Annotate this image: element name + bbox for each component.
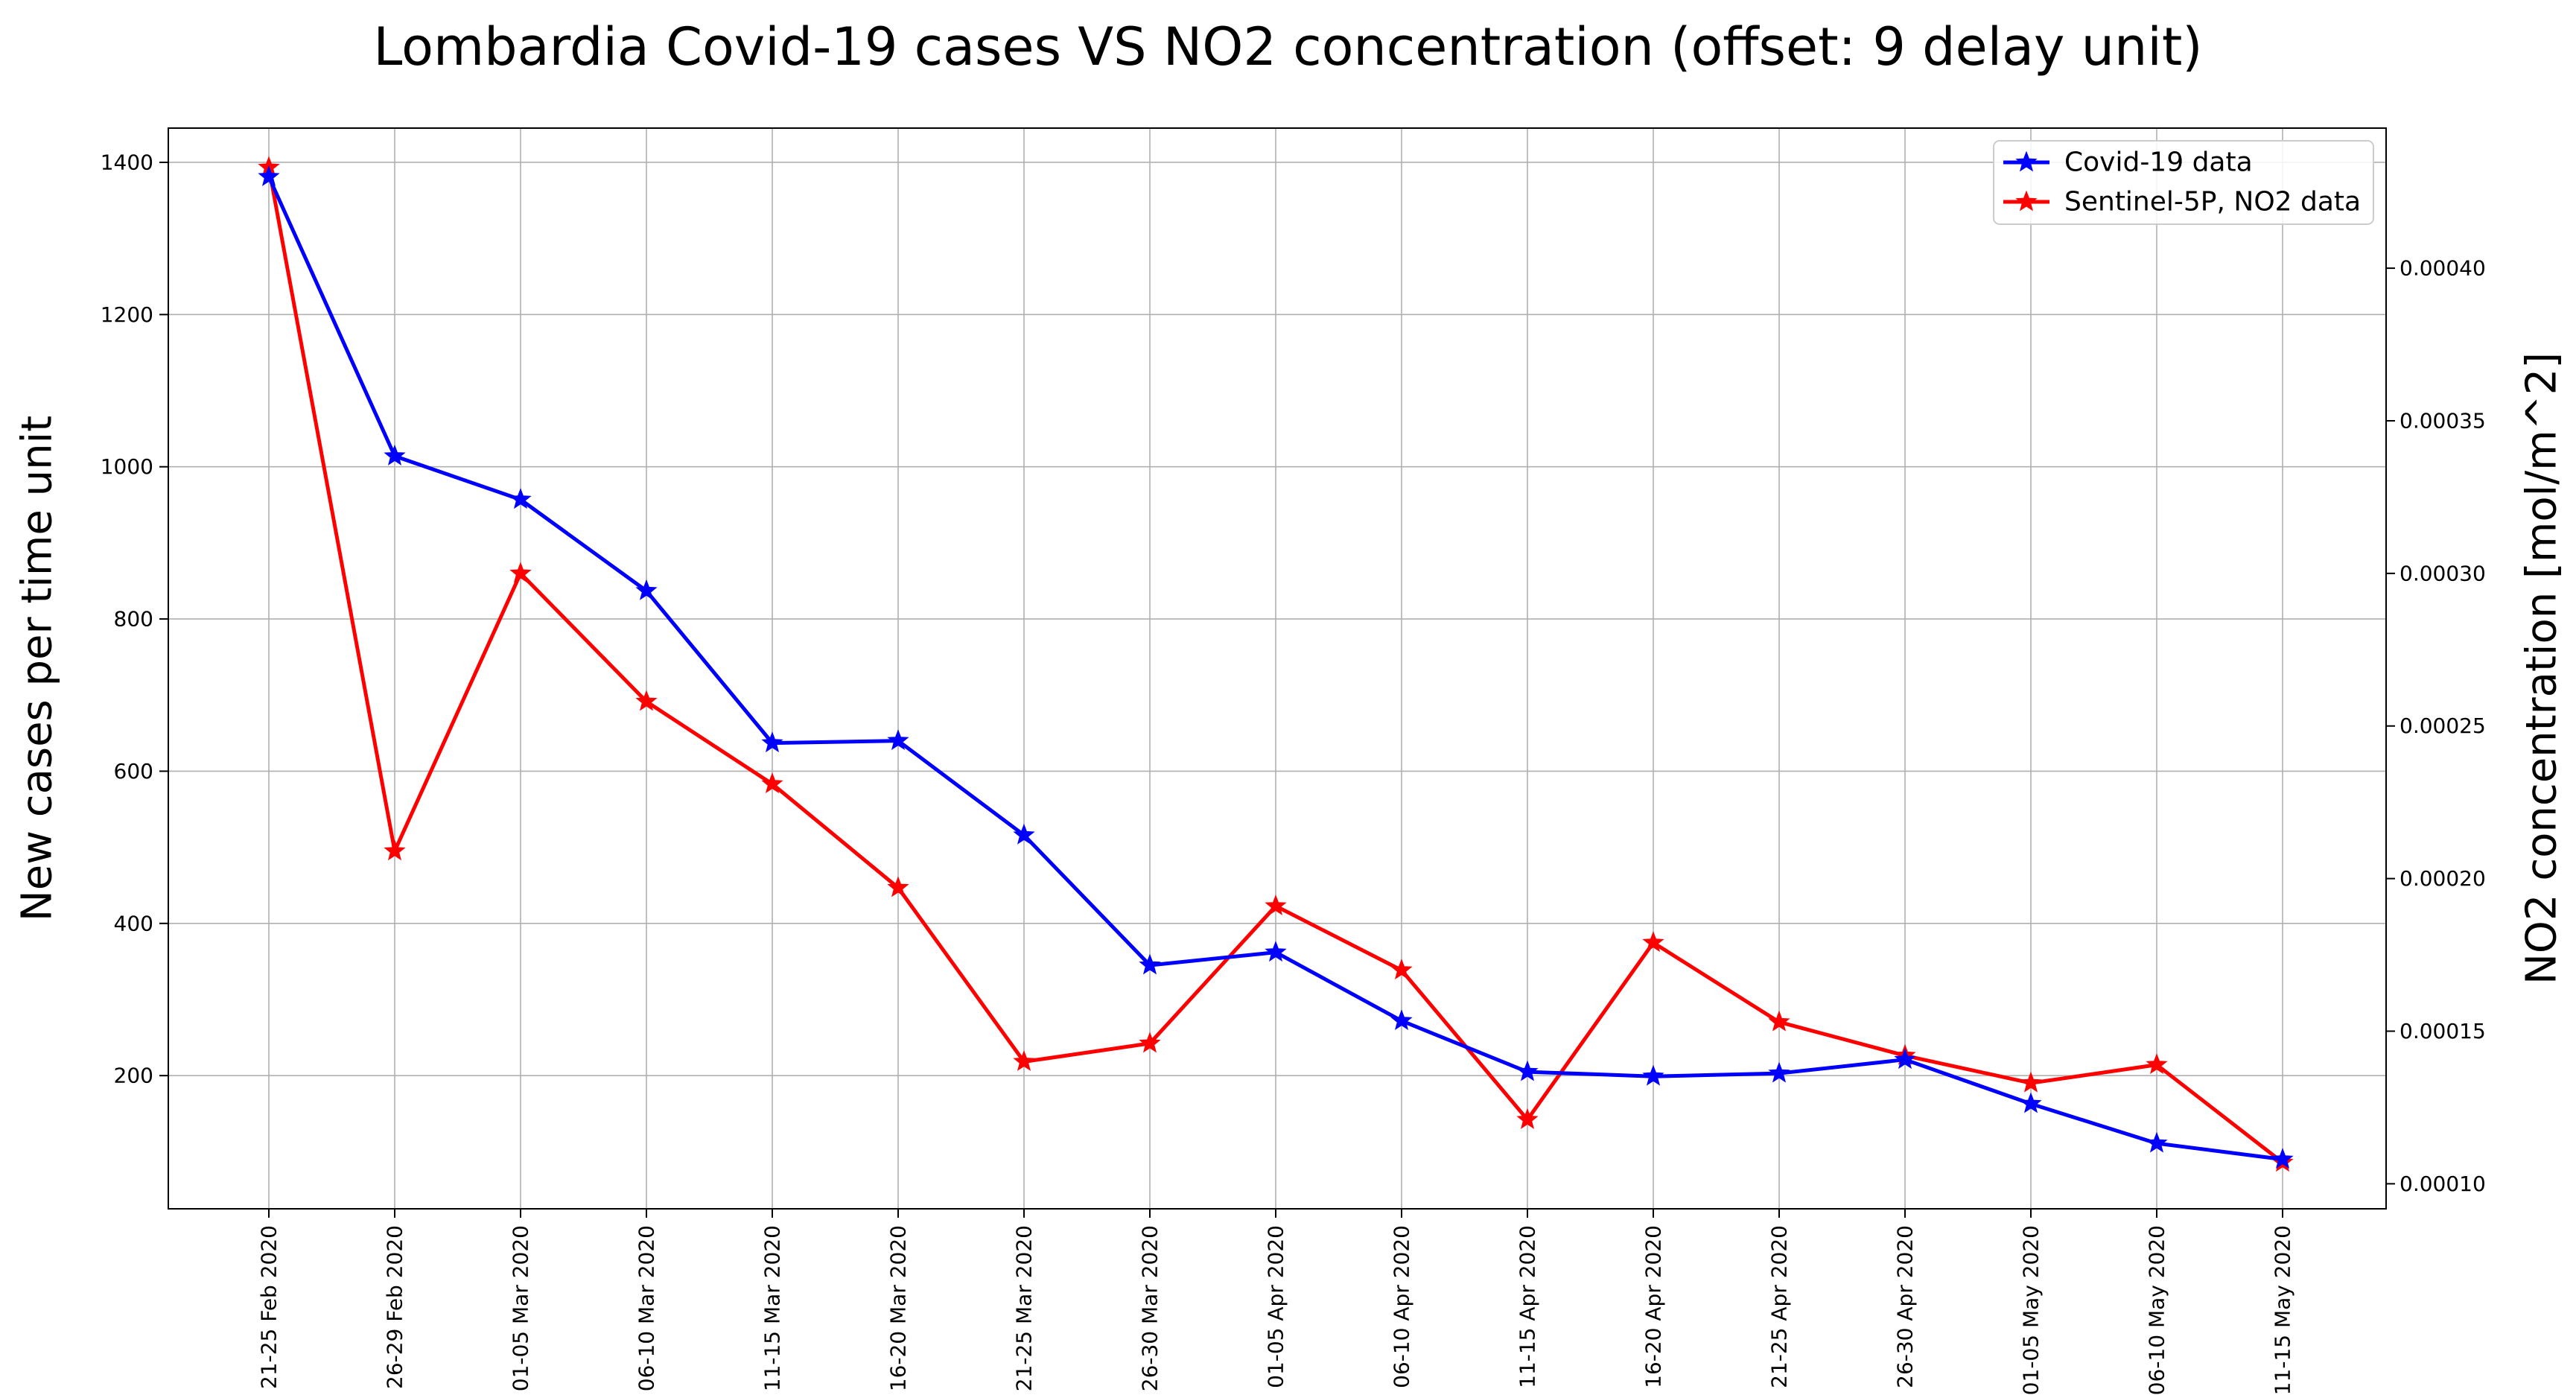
y-tick-label: 800	[114, 607, 153, 632]
grid	[168, 128, 2386, 1209]
covid-data-point	[384, 444, 406, 465]
y2-tick-label: 0.00025	[2400, 714, 2486, 738]
x-tick-label: 21-25 Feb 2020	[257, 1225, 282, 1389]
covid-legend-marker	[2015, 150, 2038, 172]
no2-data-point	[1768, 1010, 1790, 1032]
no2-data-point	[761, 772, 783, 794]
covid-data-point	[761, 731, 783, 753]
no2-data-point	[2146, 1053, 2168, 1075]
y-tick-label: 200	[114, 1064, 153, 1088]
x-tick-label: 26-30 Mar 2020	[1138, 1225, 1163, 1391]
covid-data-point	[1894, 1048, 1916, 1070]
plot-frame	[168, 127, 2387, 1210]
covid-data-point	[1265, 941, 1287, 962]
no2-legend-marker	[2015, 190, 2038, 212]
chart-title: Lombardia Covid-19 cases VS NO2 concentr…	[373, 16, 2203, 77]
x-tick-label: 11-15 Apr 2020	[1516, 1225, 1540, 1388]
x-tick-label: 06-10 Mar 2020	[635, 1225, 659, 1391]
y2-tick-label: 0.00035	[2400, 408, 2486, 433]
y-tick-label: 600	[114, 759, 153, 784]
covid-data-point	[1390, 1009, 1413, 1031]
no2-data-point	[1390, 959, 1413, 980]
series-layer	[258, 156, 2294, 1172]
x-tick-label: 21-25 Apr 2020	[1767, 1225, 1792, 1388]
x-tick-label: 01-05 Mar 2020	[509, 1225, 533, 1391]
x-tick-label: 26-29 Feb 2020	[383, 1225, 407, 1389]
x-tick-label: 01-05 May 2020	[2019, 1225, 2044, 1395]
covid-data-point	[509, 488, 532, 509]
covid-data-point	[2271, 1148, 2294, 1169]
axes: 21-25 Feb 2020 26-29 Feb 2020 01-05 Mar 20…	[13, 127, 2566, 1395]
covid-data-point	[2146, 1131, 2168, 1153]
x-tick-label: 21-25 Mar 2020	[1012, 1225, 1037, 1391]
y-tick-label: 400	[114, 911, 153, 935]
no2-data-point	[635, 690, 658, 711]
y2-tick-label: 0.00020	[2400, 866, 2486, 891]
y2-axis-title: NO2 concentration [mol/m^2]	[2518, 352, 2566, 985]
covid-data-point	[1139, 953, 1161, 975]
no2-data-point	[1642, 931, 1664, 953]
covid-data-point	[1642, 1064, 1664, 1086]
covid-data-point	[1768, 1061, 1790, 1083]
covid-legend-label: Covid-19 data	[2064, 147, 2253, 178]
no2-data-point	[1265, 894, 1287, 915]
legend-box	[1993, 140, 2374, 225]
x-tick-label: 11-15 Mar 2020	[760, 1225, 785, 1391]
x-tick-label: 26-30 Apr 2020	[1893, 1225, 1918, 1388]
covid-data-point	[1013, 823, 1035, 845]
covid-data-point	[635, 579, 658, 600]
y2-tick-label: 0.00030	[2400, 561, 2486, 585]
y2-tick-label: 0.00040	[2400, 256, 2486, 281]
y2-tick-label: 0.00010	[2400, 1172, 2486, 1196]
covid-data-point	[258, 165, 280, 186]
x-tick-label: 16-20 Apr 2020	[1641, 1225, 1666, 1388]
no2-data-point	[384, 839, 406, 861]
covid-data-point	[887, 729, 909, 751]
covid-data-point	[1516, 1060, 1539, 1081]
no2-data-point	[1516, 1108, 1539, 1129]
no2-data-point	[1013, 1050, 1035, 1071]
x-tick-label: 11-15 May 2020	[2271, 1225, 2295, 1395]
x-tick-label: 16-20 Mar 2020	[886, 1225, 911, 1391]
legend: Covid-19 data Sentinel-5P, NO2 data	[1993, 140, 2374, 225]
y-tick-label: 1200	[101, 302, 153, 327]
x-tick-label: 06-10 May 2020	[2145, 1225, 2169, 1395]
no2-data-point	[2020, 1071, 2042, 1093]
y-tick-label: 1000	[101, 454, 153, 479]
no2-data-point	[887, 876, 909, 897]
y-axis-title: New cases per time unit	[13, 416, 62, 921]
x-tick-label: 01-05 Apr 2020	[1264, 1225, 1288, 1388]
x-tick-label: 06-10 Apr 2020	[1390, 1225, 1414, 1388]
no2-data-point	[1139, 1032, 1161, 1053]
no2-legend-label: Sentinel-5P, NO2 data	[2064, 187, 2361, 217]
no2-data-point	[509, 562, 532, 583]
y2-tick-label: 0.00015	[2400, 1019, 2486, 1043]
covid-data-point	[2020, 1092, 2042, 1113]
y-tick-label: 1400	[101, 150, 153, 174]
